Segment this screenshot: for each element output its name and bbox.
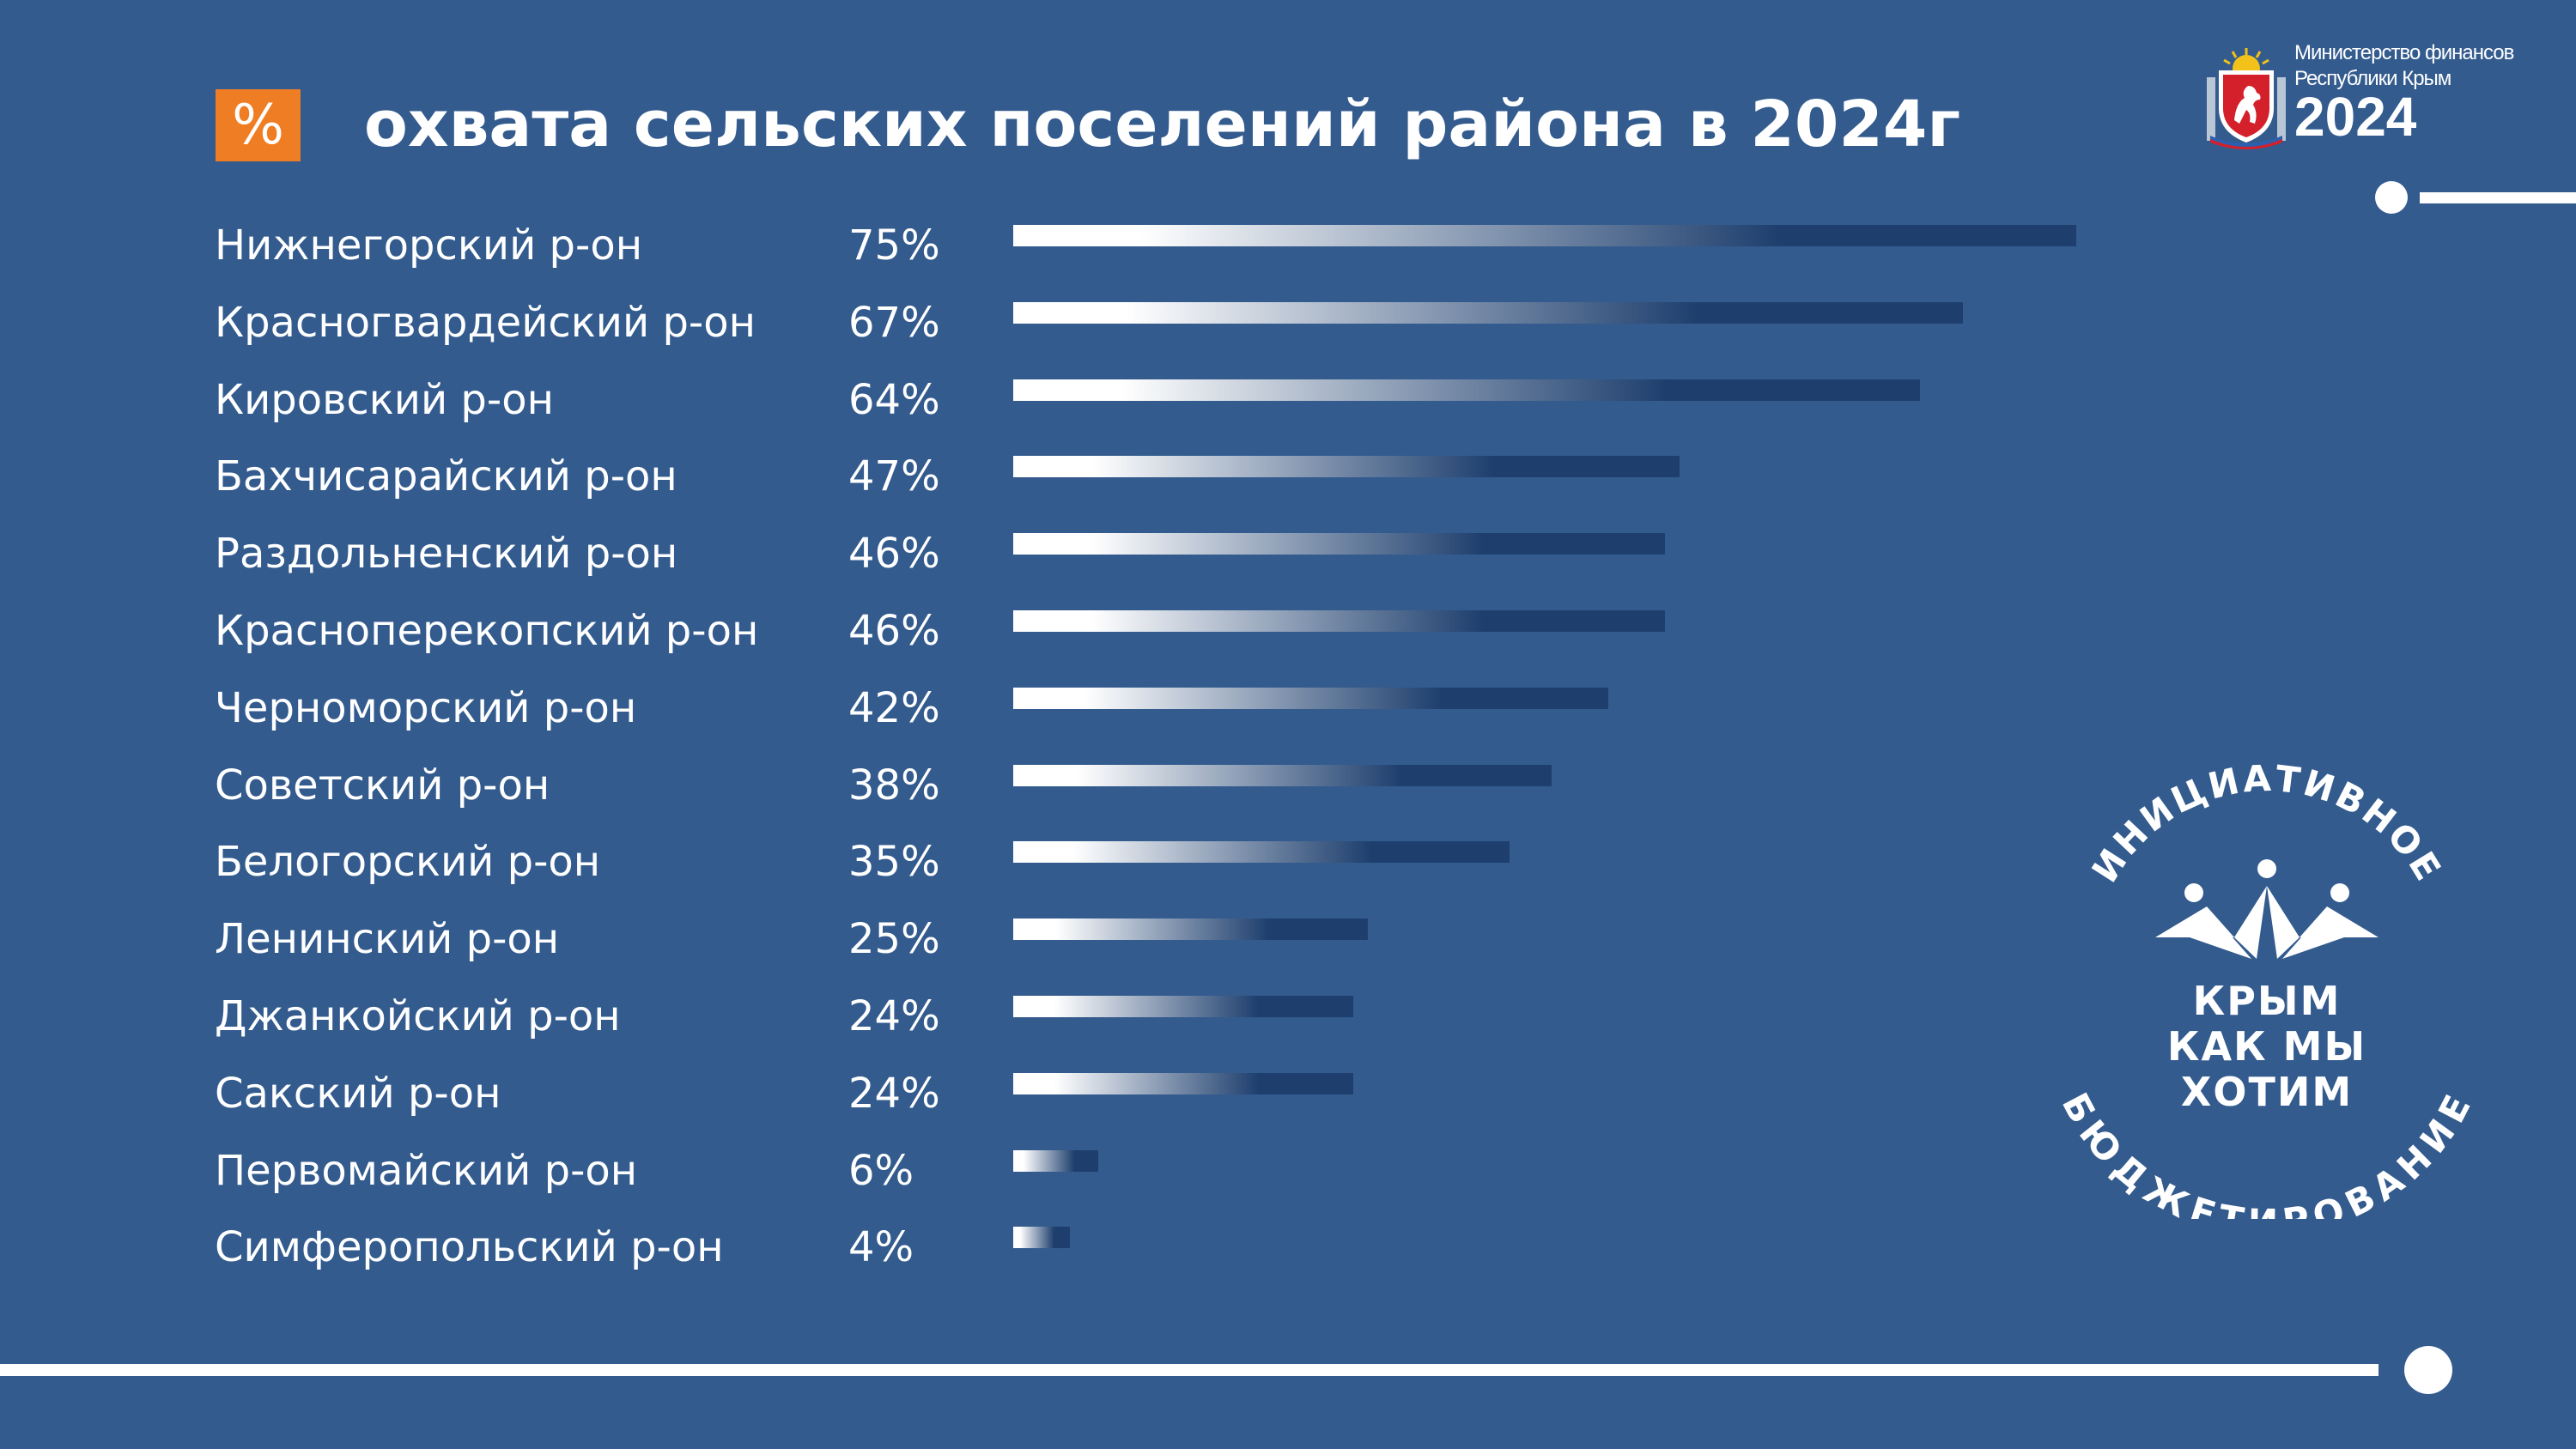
row-value-label: 24% [848,992,940,1040]
bar [1013,225,2076,246]
ministry-name-line2: Республики Крым [2294,67,2451,90]
row-value-label: 38% [848,761,940,809]
bar [1013,996,1354,1017]
decor-dot-top [2375,181,2408,214]
row-value-label: 6% [848,1146,914,1195]
logo-text-line3: ХОТИМ [2181,1069,2353,1115]
row-value-label: 46% [848,530,940,579]
bar [1013,1072,1354,1094]
bar [1013,456,1680,478]
bar [1013,301,1963,324]
bar [1013,610,1666,632]
ministry-year: 2024 [2294,86,2417,148]
row-label: Белогорский р-он [215,838,601,887]
ministry-name-line1: Министерство финансов [2294,41,2514,64]
row-label: Ленинский р-он [215,915,560,964]
row-label: Раздольненский р-он [215,530,678,579]
percent-badge: % [216,89,301,161]
people-figures-icon [2155,859,2379,959]
row-label: Кировский р-он [215,375,554,424]
row-label: Советский р-он [215,761,550,809]
row-value-label: 25% [848,915,940,964]
row-value-label: 47% [848,452,940,501]
row-label: Симферопольский р-он [215,1223,724,1272]
row-label: Красногвардейский р-он [215,298,756,347]
row-label: Красноперекопский р-он [215,607,759,655]
row-label: Черноморский р-он [215,683,637,732]
row-value-label: 46% [848,607,940,655]
row-label: Первомайский р-он [215,1146,638,1195]
row-value-label: 64% [848,375,940,424]
row-value-label: 4% [848,1223,914,1272]
crimea-initiative-budgeting-logo: ИНИЦИАТИВНОЕ БЮДЖЕТИРОВАНИЕ КРЫМ КАК МЫ … [2054,757,2477,1219]
bar [1013,841,1510,864]
row-label: Нижнегорский р-он [215,221,643,270]
row-value-label: 67% [848,298,940,347]
row-value-label: 75% [848,221,940,270]
decor-line-bottom [0,1364,2379,1376]
row-label: Сакский р-он [215,1069,501,1118]
bar [1013,919,1368,941]
row-label: Бахчисарайский р-он [215,452,677,501]
row-value-label: 42% [848,683,940,732]
row-value-label: 24% [848,1069,940,1118]
decor-line-top [2420,192,2576,203]
bar [1013,533,1666,555]
logo-text-line2: КАК МЫ [2167,1023,2366,1070]
bar [1013,379,1921,401]
bar [1013,687,1609,709]
logo-text-line1: КРЫМ [2193,978,2342,1024]
decor-dot-bottom [2404,1346,2452,1394]
row-label: Джанкойский р-он [215,992,621,1040]
bar [1013,1149,1099,1172]
row-value-label: 35% [848,838,940,887]
chart-title: охвата сельских поселений района в 2024г [364,88,1961,161]
bar [1013,764,1552,786]
crimea-coat-of-arms-icon [2207,48,2286,149]
bar [1013,1227,1071,1249]
